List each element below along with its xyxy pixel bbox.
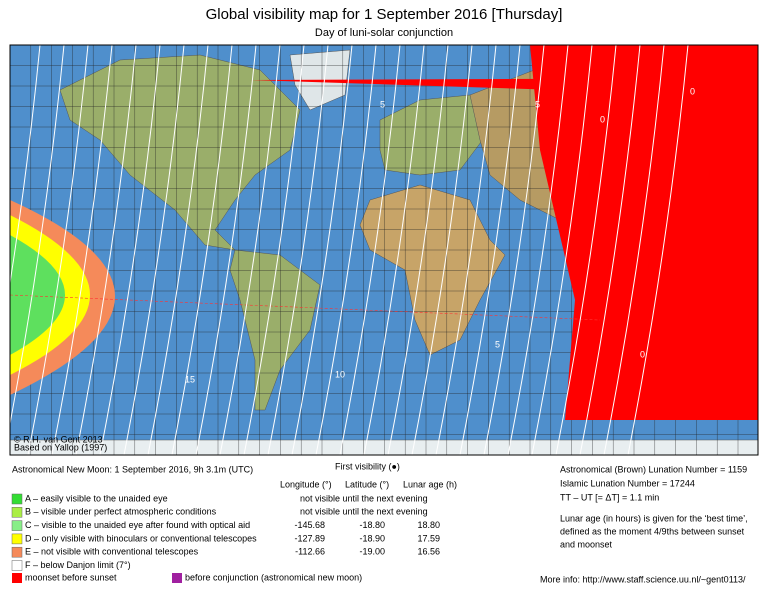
info: Astronomical (Brown) Lunation Number = 1…: [560, 464, 748, 549]
info-line: and moonset: [560, 539, 613, 549]
contour-line: [3, 44, 65, 456]
info-line: Lunar age (in hours) is given for the ‘b…: [560, 513, 748, 523]
visibility-note: not visible until the next evening: [300, 507, 428, 517]
contour-line: [411, 44, 473, 456]
legend: A – easily visible to the unaided eye not…: [11, 493, 440, 583]
contour-line: [51, 44, 113, 456]
contour-line: [219, 44, 281, 456]
table-cell: 17.59: [417, 533, 440, 543]
table-cell: 18.80: [417, 520, 440, 530]
column-header: Latitude (°): [345, 479, 389, 489]
contour-line: [195, 44, 257, 456]
map-frame: [9, 44, 759, 456]
contour-label: 0: [690, 86, 695, 96]
column-header: Longitude (°): [280, 479, 332, 489]
first-visibility: First visibility (●): [335, 461, 400, 471]
moonset-region: [530, 45, 758, 420]
credit: Based on Yallop (1997): [14, 442, 107, 452]
legend-swatch: [11, 493, 23, 505]
contour-line: [267, 44, 329, 456]
contour-line: [147, 44, 209, 456]
contour-line: [291, 44, 353, 456]
contour-line: [171, 44, 233, 456]
legend-swatch: [11, 520, 23, 531]
legend-swatch: [11, 546, 23, 558]
info-line: Islamic Lunation Number = 17244: [560, 478, 695, 488]
contour-line: [315, 44, 377, 456]
contour-line: [435, 44, 497, 456]
contours: 15 10 5 0 5 0 5 0: [0, 44, 695, 456]
legend-label: F – below Danjon limit (7°): [25, 560, 131, 570]
info-line: defined as the moment 4/9ths between sun…: [560, 526, 745, 536]
legend-label: E – not visible with conventional telesc…: [25, 547, 199, 557]
contour-line: [0, 44, 41, 349]
table-cell: -18.90: [359, 533, 385, 543]
contour-line: [459, 44, 521, 456]
contour-line: [603, 44, 665, 456]
contour-label: 5: [380, 99, 385, 109]
contour-line: [363, 44, 425, 456]
contour-line: [627, 44, 689, 456]
credit: © R.H. van Gent 2013: [14, 434, 103, 444]
contour-line: [243, 44, 305, 456]
title: Global visibility map for 1 September 20…: [206, 6, 563, 23]
visibility-note: not visible until the next evening: [300, 493, 428, 503]
table-cell: -127.89: [294, 533, 325, 543]
contour-line: [555, 44, 617, 456]
contour-label: 15: [185, 374, 195, 384]
legend-label: A – easily visible to the unaided eye: [25, 493, 168, 503]
info-line: TT – UT [= ΔT] = 1.1 min: [560, 492, 659, 502]
contour-line: [507, 44, 569, 456]
new-moon: Astronomical New Moon: 1 September 2016,…: [12, 464, 253, 474]
legend-swatch: [12, 573, 22, 583]
table-cell: -18.80: [359, 520, 385, 530]
contour-label: 0: [640, 349, 645, 359]
more-info: More info: http://www.staff.science.uu.n…: [540, 574, 746, 584]
legend-label: before conjunction (astronomical new moo…: [185, 572, 362, 582]
table-cell: -112.66: [295, 547, 325, 557]
map: 15 10 5 0 5 0 5 0 © R.H. van Gent 2013 Based on…: [0, 44, 759, 456]
legend-swatch: [172, 573, 182, 583]
table-cell: -19.00: [359, 547, 385, 557]
contour-line: [75, 44, 137, 456]
column-header: Lunar age (h): [403, 479, 457, 489]
table-cell: 16.56: [417, 547, 440, 557]
legend-label: C – visible to the unaided eye after fou…: [25, 520, 250, 530]
legend-swatch: [11, 533, 23, 545]
info-line: Astronomical (Brown) Lunation Number = 1…: [560, 464, 747, 474]
legend-label: moonset before sunset: [25, 572, 117, 582]
contour-line: [483, 44, 545, 456]
legend-swatch: [11, 560, 23, 571]
contour-label: 5: [535, 99, 540, 109]
subtitle: Day of luni-solar conjunction: [315, 27, 453, 39]
ecliptic-track: [9, 294, 601, 321]
contour-label: 0: [600, 114, 605, 124]
contour-label: 5: [495, 339, 500, 349]
contour-line: [99, 44, 161, 456]
contour-line: [531, 44, 593, 456]
contour-line: [123, 44, 185, 456]
contour-line: [387, 44, 449, 456]
legend-label: D – only visible with binoculars or conv…: [25, 533, 257, 543]
contour-line: [339, 44, 401, 456]
contour-label: 10: [335, 369, 345, 379]
legend-label: B – visible under perfect atmospheric co…: [25, 507, 217, 517]
contour-line: [27, 44, 89, 456]
table-cell: -145.68: [294, 520, 325, 530]
legend-swatch: [11, 507, 23, 518]
contour-line: [579, 44, 641, 456]
